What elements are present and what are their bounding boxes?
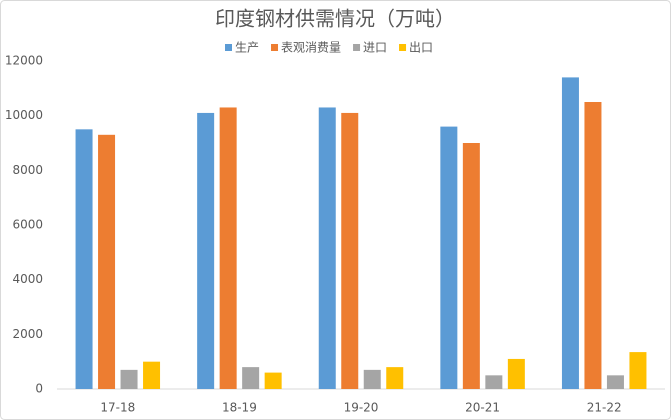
bar [75, 129, 93, 390]
y-tick-label: 4000 [12, 272, 43, 286]
y-tick-label: 6000 [12, 218, 43, 232]
bar [386, 367, 404, 389]
legend-label: 表观消费量 [281, 41, 341, 55]
x-tick-label: 20-21 [465, 401, 500, 415]
legend-label: 进口 [363, 41, 387, 55]
legend-label: 生产 [235, 41, 259, 55]
bar [242, 367, 260, 389]
bar [629, 352, 647, 389]
bar [363, 369, 381, 389]
y-tick-label: 2000 [12, 327, 43, 341]
bar [462, 143, 480, 389]
bar [219, 107, 237, 389]
legend: 生产 表观消费量 进口 出口 [225, 41, 433, 55]
x-tick-label: 17-18 [100, 401, 135, 415]
bar [440, 126, 458, 389]
x-tick-label: 19-20 [344, 401, 379, 415]
bar [561, 77, 579, 390]
legend-swatch [353, 44, 361, 51]
bar [143, 361, 161, 389]
x-tick-label: 18-19 [222, 401, 257, 415]
bar [485, 375, 503, 389]
y-tick-label: 12000 [5, 54, 43, 68]
bar [584, 102, 602, 389]
bar [197, 112, 215, 389]
bar [606, 375, 624, 389]
bar [98, 134, 116, 389]
bar [507, 358, 525, 389]
bar [341, 112, 359, 389]
x-tick-label: 21-22 [587, 401, 622, 415]
chart-title: 印度钢材供需情况（万吨） [215, 7, 455, 31]
bar [120, 369, 138, 389]
legend-label: 出口 [409, 41, 433, 55]
y-tick-label: 0 [35, 382, 43, 396]
legend-swatch [225, 44, 232, 51]
y-tick-label: 10000 [5, 108, 43, 122]
legend-swatch [271, 44, 279, 51]
bar [318, 107, 336, 389]
y-tick-label: 8000 [12, 163, 43, 177]
bar [264, 372, 282, 389]
legend-swatch [399, 44, 407, 51]
